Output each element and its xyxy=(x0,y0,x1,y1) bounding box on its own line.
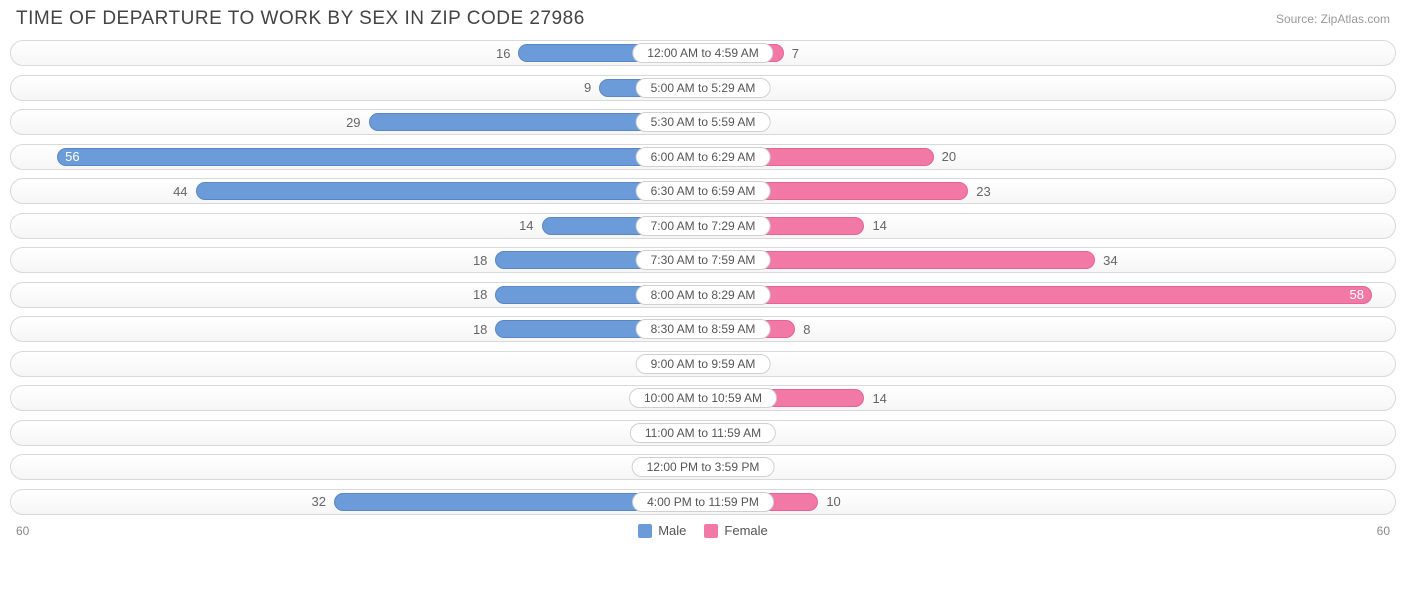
chart-row: 14 14 7:00 AM to 7:29 AM xyxy=(10,213,1396,239)
chart-row: 18 58 8:00 AM to 8:29 AM xyxy=(10,282,1396,308)
category-label: 6:00 AM to 6:29 AM xyxy=(636,147,771,167)
chart-row: 0011:00 AM to 11:59 AM xyxy=(10,420,1396,446)
legend-female-label: Female xyxy=(724,523,767,538)
female-value: 10 xyxy=(818,490,840,514)
chart-footer: 60 Male Female 60 xyxy=(10,523,1396,538)
category-label: 8:30 AM to 8:59 AM xyxy=(636,319,771,339)
chart-row: 18 34 7:30 AM to 7:59 AM xyxy=(10,247,1396,273)
male-value: 18 xyxy=(473,248,495,272)
male-swatch-icon xyxy=(638,524,652,538)
female-value: 14 xyxy=(864,214,886,238)
male-bar xyxy=(196,182,703,200)
chart-header: TIME OF DEPARTURE TO WORK BY SEX IN ZIP … xyxy=(10,8,1396,40)
male-value: 18 xyxy=(473,317,495,341)
male-value: 14 xyxy=(519,214,541,238)
chart-source: Source: ZipAtlas.com xyxy=(1276,12,1390,26)
butterfly-chart: 16 7 12:00 AM to 4:59 AM 905:00 AM to 5:29 … xyxy=(10,40,1396,515)
female-bar xyxy=(703,286,1372,304)
female-value: 14 xyxy=(864,386,886,410)
male-value: 9 xyxy=(584,76,599,100)
male-bar xyxy=(57,148,703,166)
chart-row: 18 8 8:30 AM to 8:59 AM xyxy=(10,316,1396,342)
category-label: 8:00 AM to 8:29 AM xyxy=(636,285,771,305)
legend-male-label: Male xyxy=(658,523,686,538)
female-value: 7 xyxy=(784,41,799,65)
category-label: 4:00 PM to 11:59 PM xyxy=(632,492,774,512)
female-value: 34 xyxy=(1095,248,1117,272)
chart-row: 32 10 4:00 PM to 11:59 PM xyxy=(10,489,1396,515)
category-label: 12:00 PM to 3:59 PM xyxy=(632,457,775,477)
category-label: 10:00 AM to 10:59 AM xyxy=(629,388,777,408)
category-label: 9:00 AM to 9:59 AM xyxy=(636,354,771,374)
female-value: 58 xyxy=(1349,283,1371,307)
axis-right-max: 60 xyxy=(1377,524,1390,538)
male-value: 16 xyxy=(496,41,518,65)
male-value: 44 xyxy=(173,179,195,203)
male-value: 32 xyxy=(311,490,333,514)
female-value: 20 xyxy=(934,145,956,169)
category-label: 7:00 AM to 7:29 AM xyxy=(636,216,771,236)
category-label: 5:00 AM to 5:29 AM xyxy=(636,78,771,98)
chart-row: 16 7 12:00 AM to 4:59 AM xyxy=(10,40,1396,66)
category-label: 6:30 AM to 6:59 AM xyxy=(636,181,771,201)
male-value: 56 xyxy=(57,145,79,169)
chart-row: 109:00 AM to 9:59 AM xyxy=(10,351,1396,377)
chart-legend: Male Female xyxy=(29,523,1376,538)
axis-left-max: 60 xyxy=(16,524,29,538)
category-label: 11:00 AM to 11:59 AM xyxy=(630,423,776,443)
chart-row: 44 23 6:30 AM to 6:59 AM xyxy=(10,178,1396,204)
legend-item-male: Male xyxy=(638,523,686,538)
chart-row: 0012:00 PM to 3:59 PM xyxy=(10,454,1396,480)
female-value: 8 xyxy=(795,317,810,341)
chart-row: 905:00 AM to 5:29 AM xyxy=(10,75,1396,101)
chart-row: 2935:30 AM to 5:59 AM xyxy=(10,109,1396,135)
female-swatch-icon xyxy=(704,524,718,538)
male-value: 18 xyxy=(473,283,495,307)
legend-item-female: Female xyxy=(704,523,767,538)
category-label: 7:30 AM to 7:59 AM xyxy=(636,250,771,270)
chart-row: 21410:00 AM to 10:59 AM xyxy=(10,385,1396,411)
female-value: 23 xyxy=(968,179,990,203)
male-value: 29 xyxy=(346,110,368,134)
chart-title: TIME OF DEPARTURE TO WORK BY SEX IN ZIP … xyxy=(16,8,585,30)
category-label: 5:30 AM to 5:59 AM xyxy=(636,112,771,132)
category-label: 12:00 AM to 4:59 AM xyxy=(632,43,773,63)
chart-row: 56 20 6:00 AM to 6:29 AM xyxy=(10,144,1396,170)
